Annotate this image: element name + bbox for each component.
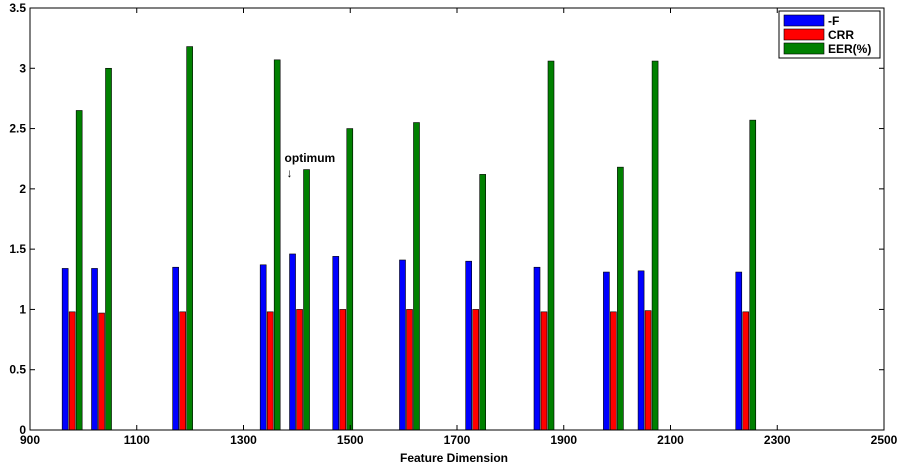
bar-crr-0 [68, 311, 76, 431]
x-tick-label: 2500 [871, 433, 898, 447]
bar-f-8 [533, 266, 541, 431]
bar-crr-4 [296, 309, 303, 431]
bar-eer-10 [651, 60, 659, 431]
bars-group [61, 46, 757, 431]
bar-eer-8 [547, 60, 555, 431]
annotation-arrow: ↓ [287, 166, 293, 180]
bar-f-9 [603, 271, 610, 431]
bar-eer-11 [749, 119, 757, 431]
x-tick-label: 1300 [230, 433, 257, 447]
x-tick-label: 1100 [124, 433, 150, 447]
bar-eer-1 [105, 67, 112, 431]
bar-crr-10 [644, 310, 652, 431]
bar-eer-4 [303, 169, 310, 431]
bar-f-3 [259, 264, 267, 431]
y-tick-label: 1.5 [9, 242, 26, 256]
optimum-annotation: optimum ↓ [285, 151, 336, 180]
bar-crr-7 [472, 309, 479, 431]
y-tick-label: 3.5 [9, 1, 26, 15]
bar-eer-3 [273, 59, 281, 431]
y-tick-label: 2.5 [9, 122, 26, 136]
y-tick-label: 1 [19, 302, 26, 316]
legend-label: CRR [828, 28, 854, 42]
bar-crr-3 [266, 311, 274, 431]
annotation-text: optimum [285, 151, 336, 165]
bar-eer-0 [75, 110, 83, 431]
y-tick-label: 2 [19, 182, 26, 196]
bar-f-5 [332, 256, 340, 431]
bar-f-1 [91, 268, 98, 431]
axis-ticks: 900 1100 1300 1500 1700 1900 2100 2300 2500 0 0.5 1… [9, 1, 897, 447]
bar-f-7 [465, 260, 472, 431]
bar-f-6 [399, 259, 406, 431]
x-tick-label: 1900 [550, 433, 577, 447]
bar-f-0 [61, 268, 69, 431]
legend-label: EER(%) [828, 42, 871, 56]
x-tick-label: 2300 [764, 433, 791, 447]
y-tick-label: 0 [19, 423, 26, 437]
y-tick-label: 3 [19, 61, 26, 75]
bar-f-4 [289, 253, 296, 431]
bar-eer-6 [413, 122, 420, 431]
bar-f-2 [172, 266, 179, 431]
y-tick-label: 0.5 [9, 363, 26, 377]
bar-crr-6 [406, 309, 413, 431]
bar-eer-7 [479, 174, 486, 431]
x-axis-label: Feature Dimension [400, 451, 508, 465]
bar-crr-8 [540, 311, 548, 431]
legend-swatch [783, 14, 825, 27]
bar-crr-5 [339, 309, 347, 431]
x-tick-label: 2100 [657, 433, 684, 447]
bar-crr-11 [742, 311, 750, 431]
legend-swatch [783, 42, 825, 55]
x-tick-label: 900 [20, 433, 40, 447]
bar-eer-5 [346, 128, 354, 431]
legend-label: -F [828, 14, 839, 28]
bar-f-11 [735, 271, 743, 431]
x-tick-label: 1700 [444, 433, 471, 447]
bar-crr-2 [179, 311, 186, 431]
bar-f-10 [637, 270, 645, 431]
x-tick-label: 1500 [337, 433, 364, 447]
legend-swatch [783, 28, 825, 41]
bar-crr-9 [610, 311, 617, 431]
bar-eer-2 [186, 46, 193, 431]
bar-eer-9 [617, 166, 624, 431]
bar-crr-1 [98, 312, 105, 431]
